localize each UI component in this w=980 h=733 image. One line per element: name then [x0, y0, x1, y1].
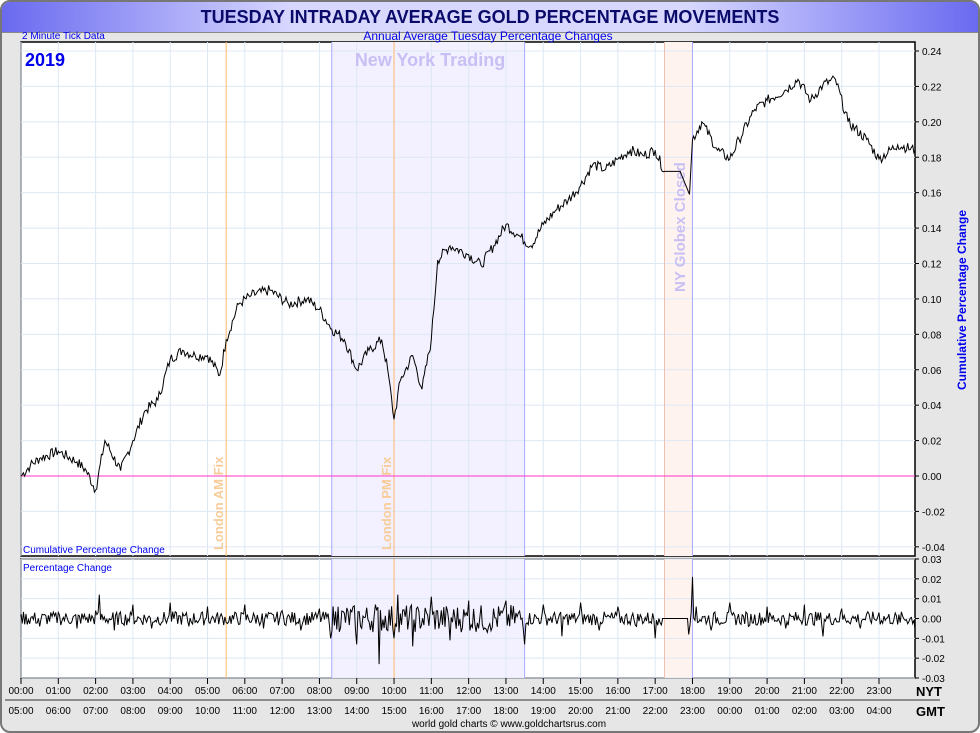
gmt-tick-label: 21:00 [605, 706, 630, 717]
gmt-label: GMT [916, 704, 945, 719]
nyt-tick-label: 02:00 [83, 686, 108, 697]
y-tick-label: 0.16 [922, 189, 942, 200]
title-bar: TUESDAY INTRADAY AVERAGE GOLD PERCENTAGE… [2, 2, 978, 33]
gmt-tick-label: 08:00 [120, 706, 145, 717]
nyt-tick-label: 07:00 [270, 686, 295, 697]
top-panel-label: Cumulative Percentage Change [23, 545, 165, 556]
nyt-tick-label: 00:00 [8, 686, 33, 697]
nyt-tick-label: 23:00 [866, 686, 891, 697]
y-tick-label: 0.10 [922, 295, 942, 306]
year-label: 2019 [25, 50, 65, 70]
nyt-tick-label: 19:00 [717, 686, 742, 697]
y-tick-label: 0.22 [922, 82, 942, 93]
nyt-tick-label: 21:00 [792, 686, 817, 697]
nyt-tick-label: 22:00 [829, 686, 854, 697]
chart-title: TUESDAY INTRADAY AVERAGE GOLD PERCENTAGE… [200, 7, 780, 27]
am-fix-label: London AM Fix [211, 456, 226, 550]
y-tick-label: 0.03 [922, 555, 942, 566]
y-tick-label: -0.01 [922, 634, 945, 645]
nyt-tick-label: 13:00 [493, 686, 518, 697]
gmt-tick-label: 13:00 [307, 706, 332, 717]
gmt-tick-label: 22:00 [643, 706, 668, 717]
gmt-tick-label: 16:00 [419, 706, 444, 717]
nyt-tick-label: 11:00 [419, 686, 444, 697]
nyt-tick-label: 01:00 [46, 686, 71, 697]
gmt-tick-label: 00:00 [717, 706, 742, 717]
chart-subtitle: Annual Average Tuesday Percentage Change… [363, 29, 612, 43]
gmt-tick-label: 01:00 [755, 706, 780, 717]
nyt-tick-label: 16:00 [605, 686, 630, 697]
gmt-tick-label: 03:00 [829, 706, 854, 717]
nyt-tick-label: 05:00 [195, 686, 220, 697]
gmt-tick-label: 19:00 [531, 706, 556, 717]
nyt-tick-label: 20:00 [755, 686, 780, 697]
y-tick-label: 0.01 [922, 595, 942, 606]
y-tick-label: 0.24 [922, 47, 942, 58]
pm-fix-label: London PM Fix [379, 456, 394, 550]
nyt-tick-label: 18:00 [680, 686, 705, 697]
y-tick-label: 0.02 [922, 437, 942, 448]
nyt-tick-label: 08:00 [307, 686, 332, 697]
nyt-tick-label: 03:00 [120, 686, 145, 697]
y-tick-label: 0.02 [922, 575, 942, 586]
gmt-tick-label: 17:00 [456, 706, 481, 717]
gmt-tick-label: 06:00 [46, 706, 71, 717]
tick-note: 2 Minute Tick Data [22, 31, 105, 42]
y-tick-label: 0.08 [922, 330, 942, 341]
gmt-tick-label: 14:00 [344, 706, 369, 717]
y-tick-label: -0.04 [922, 543, 945, 554]
y-tick-label: 0.18 [922, 153, 942, 164]
y-tick-label: 0.00 [922, 472, 942, 483]
globex-closed-label: NY Globex Closed [672, 162, 689, 292]
gmt-tick-label: 04:00 [866, 706, 891, 717]
nyt-tick-label: 15:00 [568, 686, 593, 697]
gmt-tick-label: 07:00 [83, 706, 108, 717]
gmt-tick-label: 11:00 [233, 706, 258, 717]
nyt-label: NYT [916, 684, 942, 699]
y-tick-label: 0.04 [922, 401, 942, 412]
gmt-tick-label: 10:00 [195, 706, 220, 717]
y-tick-label: 0.20 [922, 118, 942, 129]
bottom-panel-label: Percentage Change [23, 563, 112, 574]
y-tick-label: 0.00 [922, 615, 942, 626]
gmt-tick-label: 05:00 [8, 706, 33, 717]
gmt-tick-label: 20:00 [568, 706, 593, 717]
y-tick-label: 0.14 [922, 224, 942, 235]
ny-trading-label: New York Trading [355, 50, 505, 70]
nyt-tick-label: 06:00 [232, 686, 257, 697]
gmt-tick-label: 23:00 [680, 706, 705, 717]
percentage-series-line [20, 576, 916, 665]
gmt-tick-label: 18:00 [493, 706, 518, 717]
nyt-tick-label: 09:00 [344, 686, 369, 697]
y-tick-label: 0.06 [922, 366, 942, 377]
nyt-tick-label: 17:00 [643, 686, 668, 697]
nyt-tick-label: 14:00 [531, 686, 556, 697]
right-axis-label: Cumulative Percentage Change [955, 210, 969, 390]
gmt-tick-label: 09:00 [158, 706, 183, 717]
cumulative-series-line [20, 75, 916, 494]
nyt-tick-label: 10:00 [382, 686, 407, 697]
y-tick-label: -0.03 [922, 674, 945, 685]
gmt-tick-label: 15:00 [382, 706, 407, 717]
footer-credit: world gold charts © www.goldchartsrus.co… [411, 719, 606, 730]
gmt-tick-label: 12:00 [270, 706, 295, 717]
nyt-tick-label: 12:00 [456, 686, 481, 697]
y-tick-label: -0.02 [922, 654, 945, 665]
nyt-tick-label: 04:00 [158, 686, 183, 697]
y-tick-label: 0.12 [922, 260, 942, 271]
y-tick-label: -0.02 [922, 507, 945, 518]
gmt-tick-label: 02:00 [792, 706, 817, 717]
